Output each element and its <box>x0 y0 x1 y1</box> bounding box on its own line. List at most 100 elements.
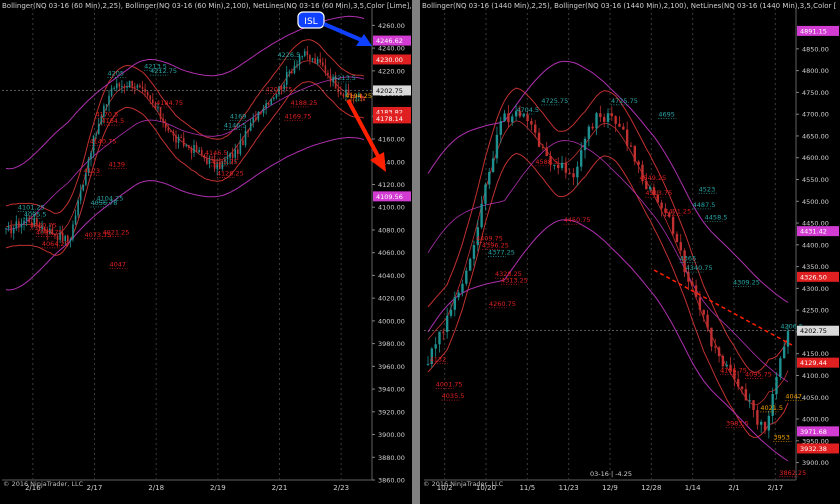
candle-body <box>491 158 495 173</box>
price-annotation: 3862.25 <box>779 469 806 477</box>
candle-body <box>30 222 33 226</box>
price-annotation: 4409.75 <box>476 234 503 242</box>
price-annotation: 4340.75 <box>686 264 713 272</box>
price-annotation: 4487.5 <box>693 201 716 209</box>
candle-body <box>303 51 306 56</box>
candle-body <box>733 370 736 380</box>
x-tick-label: 11/5 <box>519 484 535 492</box>
candle-body <box>564 162 568 173</box>
right-indicator-header: Bollinger(NQ 03-16 (1440 Min),2,25), Bol… <box>422 2 837 10</box>
price-annotation: 4226.5 <box>278 51 301 59</box>
isl-callout-box <box>297 11 325 29</box>
candle-body <box>306 51 309 56</box>
candle-body <box>633 145 637 162</box>
candle-body <box>67 235 69 242</box>
candle-body <box>595 113 598 129</box>
left-chart-panel[interactable]: 2/16 2/17 2/18 2/19 2/21 2/23 3860.00 3880.00 39… <box>0 0 412 504</box>
price-badge <box>797 271 839 282</box>
blue-arrow-shaft <box>323 22 367 44</box>
price-annotation: 4170.5 <box>96 110 119 118</box>
candle-body <box>270 99 273 105</box>
candle-body <box>216 162 218 169</box>
price-annotation: 4523 <box>699 185 716 193</box>
bollinger-upper-band <box>427 87 789 373</box>
candle-body <box>146 92 149 96</box>
candle-body <box>280 86 283 90</box>
price-annotation: 4021.25 <box>103 228 130 236</box>
panel-splitter[interactable] <box>412 0 420 504</box>
candle-body <box>507 113 510 123</box>
x-tick-label: 10/2 <box>437 484 453 492</box>
candle-body <box>193 145 195 153</box>
price-annotation: 4140.75 <box>90 138 117 146</box>
candle-body <box>208 159 211 164</box>
candle-body <box>698 297 702 310</box>
candle-body <box>599 113 602 118</box>
candle-body <box>579 150 583 167</box>
bollinger-lower-band <box>5 81 365 256</box>
candle-body <box>426 364 430 366</box>
price-badge <box>373 54 411 65</box>
right-chart-panel[interactable]: 10/2 10/20 11/5 11/23 12/9 12/28 1/14 2/1 2/17 39… <box>420 0 840 504</box>
candle-body <box>511 116 514 123</box>
left-indicator-header: Bollinger(NQ 03-16 (60 Min),2,25), Bolli… <box>2 2 412 10</box>
candle-body <box>714 346 717 348</box>
candle-body <box>247 130 249 132</box>
candle-body <box>218 162 221 169</box>
price-annotation: 4073.75 <box>85 231 112 239</box>
candle-body <box>126 86 128 88</box>
candle-body <box>484 184 487 204</box>
candle-body <box>457 292 460 298</box>
y-tick-label: 4050.00 <box>802 394 829 402</box>
candle-body <box>128 80 131 87</box>
y-tick-label: 4240.00 <box>378 45 405 53</box>
price-badge <box>797 443 839 454</box>
candle-body <box>345 89 347 97</box>
long-bollinger-upper-band <box>427 60 789 303</box>
price-annotation: 4396.25 <box>482 241 509 249</box>
candle-body <box>115 83 118 89</box>
y-tick-label: 4140.00 <box>378 158 405 166</box>
price-annotation: 4135.75 <box>211 158 238 166</box>
price-annotation: 4064.25 <box>42 240 69 248</box>
candle-body <box>656 194 659 203</box>
candle-body <box>10 226 12 234</box>
candle-body <box>103 105 105 117</box>
left-price-chart[interactable]: 2/16 2/17 2/18 2/19 2/21 2/23 3860.00 3880.00 39… <box>0 0 412 504</box>
y-tick-label: 4850.00 <box>802 45 829 53</box>
candle-body <box>164 122 167 129</box>
price-badge-label: 4431.42 <box>800 228 827 236</box>
candle-body <box>90 152 92 160</box>
candle-body <box>198 150 200 153</box>
candle-body <box>572 173 575 178</box>
candle-body <box>213 160 216 169</box>
y-tick-label: 4500.00 <box>802 198 829 206</box>
price-badge-label: 4183.82 <box>376 108 403 116</box>
candle-body <box>72 224 74 240</box>
candle-body <box>23 220 25 224</box>
price-annotation: 4126.25 <box>217 169 244 177</box>
candle-body <box>182 137 185 146</box>
y-tick-label: 4350.00 <box>802 263 829 271</box>
candle-body <box>314 58 316 64</box>
price-badge <box>373 191 411 202</box>
candle-body <box>229 153 231 158</box>
candle-body <box>177 137 180 143</box>
candle-body <box>141 87 144 89</box>
price-annotation: 4213.5 <box>144 63 167 71</box>
candle-body <box>236 149 239 155</box>
candle-body <box>25 217 28 221</box>
candle-body <box>15 221 18 229</box>
y-tick-label: 3900.00 <box>378 431 405 439</box>
candle-body <box>740 386 744 390</box>
candle-body <box>687 272 690 282</box>
price-axis <box>372 0 412 494</box>
price-annotation: 4095.75 <box>745 370 772 378</box>
right-price-chart[interactable]: 10/2 10/20 11/5 11/23 12/9 12/28 1/14 2/1 2/17 39… <box>420 0 840 504</box>
price-annotation: 4001.75 <box>436 380 463 388</box>
candle-body <box>706 314 709 328</box>
candle-body <box>332 76 334 82</box>
candle-body <box>48 228 51 234</box>
red-arrow-head <box>370 152 386 172</box>
